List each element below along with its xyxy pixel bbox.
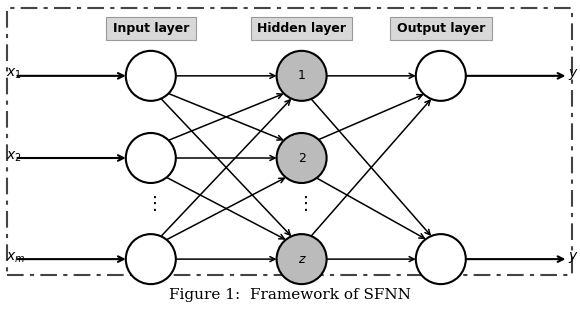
Text: 2: 2 [298,151,306,165]
Ellipse shape [277,133,327,183]
FancyBboxPatch shape [106,17,196,40]
Ellipse shape [277,51,327,101]
Ellipse shape [126,234,176,284]
FancyBboxPatch shape [390,17,491,40]
Ellipse shape [416,51,466,101]
Text: Figure 1:  Framework of SFNN: Figure 1: Framework of SFNN [169,289,411,302]
Ellipse shape [126,51,176,101]
Text: Input layer: Input layer [113,22,189,35]
Text: Hidden layer: Hidden layer [257,22,346,35]
Text: Output layer: Output layer [397,22,485,35]
Text: $\vdots$: $\vdots$ [145,194,157,213]
Text: $x_1$: $x_1$ [6,67,21,82]
Text: $y_-$: $y_-$ [568,250,580,265]
Text: $x_2$: $x_2$ [6,149,21,164]
Ellipse shape [126,133,176,183]
Text: z: z [298,252,305,266]
Text: $x_m$: $x_m$ [6,250,25,265]
Ellipse shape [416,234,466,284]
Ellipse shape [277,234,327,284]
FancyBboxPatch shape [251,17,352,40]
Text: 1: 1 [298,69,306,82]
Text: $y_+$: $y_+$ [568,67,580,82]
Text: $\vdots$: $\vdots$ [296,194,307,213]
